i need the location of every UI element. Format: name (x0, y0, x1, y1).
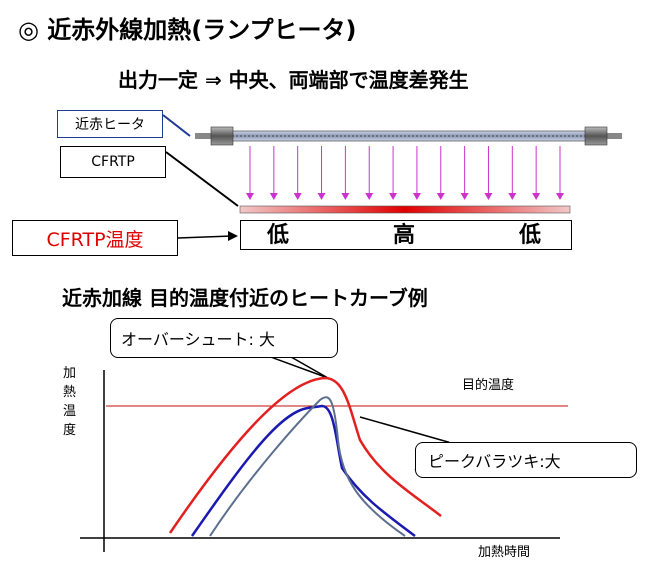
temp-low-right: 低 (519, 223, 542, 248)
lamp-heater (195, 126, 622, 146)
cfrtp-label: CFRTP (60, 146, 166, 178)
cfrtp-connector-line (165, 151, 239, 207)
radiation-arrow-head (341, 193, 350, 200)
radiation-arrow-head (460, 193, 469, 200)
heater-lead-right (604, 133, 622, 139)
heat-curve-blue (190, 404, 416, 538)
heater-cap-right (584, 126, 608, 146)
radiation-arrow-head (269, 193, 278, 200)
temp-low-left: 低 (267, 223, 290, 248)
radiation-arrow-head (532, 193, 541, 200)
x-axis-label: 加熱時間 (478, 545, 531, 560)
radiation-arrow-head (365, 193, 374, 200)
heater-lead-left (195, 133, 213, 139)
overshoot-callout-text: オーバーシュート: 大 (121, 330, 275, 349)
y-axis-label-char: 温 (63, 404, 77, 419)
cfrtp-strip (239, 205, 571, 214)
temp-high-center: 高 (393, 223, 416, 248)
page-subtitle: 出力一定 ⇒ 中央、両端部で温度差発生 (118, 68, 469, 92)
radiation-arrow-head (246, 193, 254, 200)
heat-curve-section-title: 近赤加線 目的温度付近のヒートカーブ例 (62, 286, 428, 310)
radiation-arrow-head (436, 193, 445, 200)
heater-connector-line (162, 114, 191, 137)
radiation-arrow-head (508, 193, 517, 200)
radiation-arrow-head (317, 193, 326, 200)
y-axis-label-char: 度 (63, 423, 77, 438)
cfrtp-temp-label: CFRTP温度 (12, 220, 178, 256)
temperature-band: 低 高 低 (240, 220, 572, 250)
radiation-arrow-head (412, 193, 421, 200)
heat-curve-gray (209, 396, 406, 537)
peak-variation-callout: ピークバラツキ:大 (415, 442, 637, 478)
y-axis-label-char: 熱 (63, 385, 77, 400)
target-temperature-label: 目的温度 (462, 378, 515, 393)
radiation-arrow-head (556, 193, 564, 200)
radiation-arrow-head (389, 193, 398, 200)
y-axis-label: 加 熱 温 度 (63, 364, 83, 440)
heater-cap-left (210, 126, 234, 146)
peak-variation-callout-text: ピークバラツキ:大 (428, 452, 561, 471)
temp-connector-line (177, 235, 233, 239)
heat-curve-red (168, 376, 442, 534)
radiation-arrows (246, 146, 564, 200)
radiation-arrow-head (484, 193, 493, 200)
radiation-arrow-head (293, 193, 302, 200)
y-axis-label-char: 加 (63, 366, 77, 381)
page-title: ◎ 近赤外線加熱(ランプヒータ) (18, 16, 357, 44)
temp-connector-arrowhead (228, 231, 238, 241)
overshoot-callout: オーバーシュート: 大 (110, 318, 338, 358)
heater-label: 近赤ヒータ (57, 110, 163, 138)
